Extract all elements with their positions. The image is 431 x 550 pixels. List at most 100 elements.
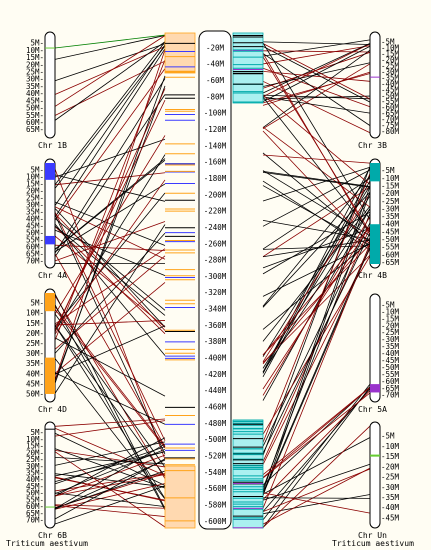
synteny-link: [262, 175, 371, 374]
synteny-link: [262, 244, 371, 493]
chromosome-tick-label: -70M: [381, 115, 400, 124]
chromosome-tick-label: -45M: [381, 513, 400, 522]
synteny-link: [262, 248, 371, 465]
synteny-link: [262, 49, 371, 128]
chromosome-block: [370, 224, 380, 264]
synteny-link: [54, 138, 166, 178]
chromosome-tick-label: 65M-: [26, 509, 44, 518]
synteny-link: [54, 183, 166, 253]
chromosome-tick-label: -40M: [381, 503, 400, 512]
synteny-link: [54, 179, 166, 335]
synteny-link: [54, 208, 166, 328]
chromosome-name: Chr 4D: [38, 405, 67, 414]
synteny-link: [54, 235, 166, 328]
synteny-link: [54, 168, 166, 460]
chromosome-tick-label: -5M: [381, 432, 395, 441]
chromosome-tick-label: -25M: [381, 473, 400, 482]
chromosome-name: Chr 6B: [38, 531, 67, 540]
synteny-link: [262, 171, 371, 188]
synteny-link: [54, 325, 166, 375]
synteny-link: [262, 388, 371, 512]
synteny-link: [262, 497, 371, 499]
central-tick-label: -440M: [204, 386, 227, 395]
chromosome-tick-label: -35M: [381, 342, 400, 351]
chromosome-tick-label: 55M-: [26, 111, 44, 120]
chromosome-tick-label: 70M-: [26, 257, 44, 266]
synteny-link: [54, 325, 166, 499]
chromosome-2-body: [369, 293, 381, 403]
species-label-right: Triticum aestivum: [332, 539, 414, 548]
chromosome-tick-label: 60M-: [26, 243, 44, 252]
central-tick-label: -300M: [204, 272, 227, 281]
synteny-link: [262, 463, 371, 501]
chromosome-tick-label: -10M: [381, 174, 400, 183]
synteny-link: [54, 201, 166, 246]
chromosome-block: [45, 235, 55, 245]
chromosome-tick-label: -25M: [381, 61, 400, 70]
chromosome-block: [45, 163, 55, 180]
chromosome-name: Chr 3B: [358, 141, 387, 150]
synteny-link: [262, 213, 371, 489]
chromosome-tick-label: -50M: [381, 235, 400, 244]
chromosome-tick-label: -65M: [381, 109, 400, 118]
synteny-link: [54, 59, 166, 341]
central-tick-label: -60M: [206, 76, 225, 85]
synteny-link: [262, 220, 371, 240]
chromosome-tick-label: -50M: [381, 363, 400, 372]
central-tick-label: -160M: [204, 158, 227, 167]
chromosome-tick-label: 50M-: [26, 229, 44, 238]
chromosome-tick-label: -20M: [381, 55, 400, 64]
chromosome-tick-label: 60M-: [26, 502, 44, 511]
synteny-link: [262, 73, 371, 104]
chromosome-tick-label: 50M-: [26, 389, 44, 398]
central-tick-label: -200M: [204, 190, 227, 199]
synteny-link: [262, 208, 371, 401]
synteny-link: [54, 158, 166, 250]
central-tick-label: -380M: [204, 337, 227, 346]
chromosome-tick-label: -45M: [381, 356, 400, 365]
chromosome-tick-label: -60M: [381, 103, 400, 112]
chromosome-tick-label: -40M: [381, 79, 400, 88]
synteny-link: [262, 392, 371, 479]
chromosome-tick-label: -10M: [381, 307, 400, 316]
chromosome-tick-label: -65M: [381, 384, 400, 393]
central-tick-label: -120M: [204, 125, 227, 134]
central-tick-label: -340M: [204, 305, 227, 314]
synteny-link: [54, 43, 166, 82]
synteny-link: [54, 135, 166, 315]
synteny-link: [54, 192, 166, 327]
synteny-link: [262, 243, 371, 297]
chromosome-tick-label: -20M: [381, 189, 400, 198]
synteny-link: [54, 211, 166, 441]
synteny-link: [54, 41, 166, 186]
synteny-link: [262, 208, 371, 373]
synteny-link: [262, 425, 371, 528]
chromosome-0-body: [44, 31, 56, 139]
synteny-link: [262, 94, 371, 100]
synteny-link: [54, 372, 166, 425]
chromosome-tick-label: 55M-: [26, 495, 44, 504]
synteny-link: [262, 494, 371, 515]
synteny-link: [262, 205, 371, 342]
synteny-link: [262, 130, 371, 245]
central-tick-label: -320M: [204, 288, 227, 297]
central-tick-label: -180M: [204, 174, 227, 183]
chromosome-tick-label: -65M: [381, 258, 400, 267]
synteny-link: [262, 126, 371, 208]
chromosome-tick-label: -25M: [381, 328, 400, 337]
synteny-link: [54, 441, 166, 466]
chromosome-tick-label: 45M-: [26, 379, 44, 388]
chromosome-block: [370, 454, 380, 457]
synteny-link: [54, 224, 166, 394]
chromosome-tick-label: 25M-: [26, 339, 44, 348]
chromosome-block: [45, 506, 55, 508]
synteny-link: [262, 53, 371, 126]
synteny-link: [54, 154, 166, 332]
chromosome-tick-label: -30M: [381, 335, 400, 344]
chromosome-tick-label: 40M-: [26, 475, 44, 484]
synteny-link: [262, 387, 371, 478]
central-tick-label: -240M: [204, 223, 227, 232]
chromosome-tick-label: 65M-: [26, 250, 44, 259]
chromosome-block: [45, 357, 55, 394]
synteny-link: [262, 239, 371, 258]
